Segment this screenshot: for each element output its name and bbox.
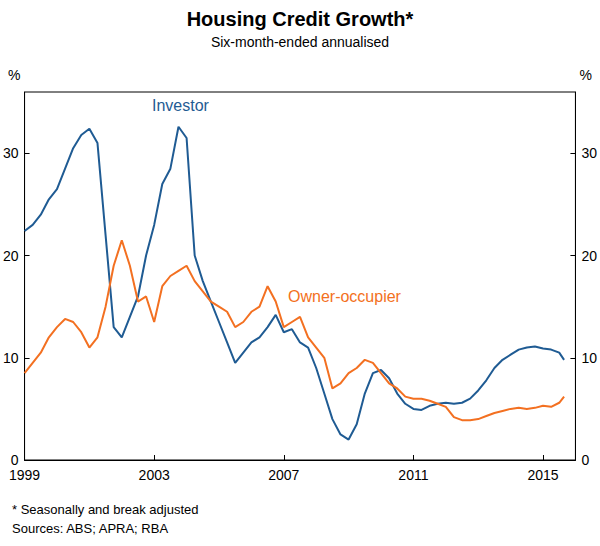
svg-text:0: 0 [11, 452, 19, 468]
svg-text:1999: 1999 [9, 467, 40, 483]
svg-text:Investor: Investor [152, 97, 210, 114]
svg-text:20: 20 [3, 248, 19, 264]
svg-text:2015: 2015 [527, 467, 558, 483]
svg-text:Owner-occupier: Owner-occupier [288, 288, 402, 305]
svg-text:Housing Credit Growth*: Housing Credit Growth* [187, 8, 414, 30]
svg-text:20: 20 [581, 248, 597, 264]
svg-text:* Seasonally and break adjuste: * Seasonally and break adjusted [12, 502, 198, 517]
svg-text:30: 30 [3, 145, 19, 161]
svg-text:%: % [579, 67, 591, 83]
svg-text:Sources: ABS; APRA; RBA: Sources: ABS; APRA; RBA [12, 521, 168, 536]
svg-text:2007: 2007 [268, 467, 299, 483]
svg-text:10: 10 [3, 350, 19, 366]
svg-text:0: 0 [581, 452, 589, 468]
svg-text:%: % [8, 67, 20, 83]
svg-text:Six-month-ended annualised: Six-month-ended annualised [211, 34, 389, 50]
svg-text:10: 10 [581, 350, 597, 366]
svg-text:30: 30 [581, 145, 597, 161]
svg-text:2003: 2003 [139, 467, 170, 483]
svg-text:2011: 2011 [398, 467, 428, 483]
